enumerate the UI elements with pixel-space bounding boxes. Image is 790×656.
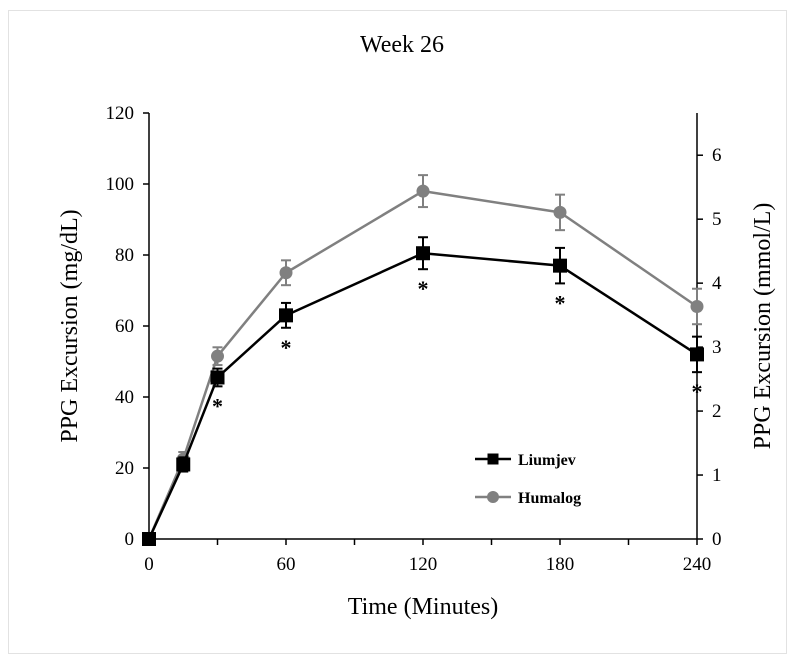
legend-label-liumjev: Liumjev bbox=[518, 452, 576, 469]
legend-marker-humalog bbox=[487, 491, 499, 503]
x-tick-label: 0 bbox=[144, 554, 154, 575]
y-tick-label-right: 6 bbox=[712, 145, 722, 166]
series-liumjev bbox=[142, 236, 704, 546]
y-tick-label-left: 40 bbox=[115, 387, 134, 408]
data-point bbox=[690, 347, 704, 362]
significance-star: * bbox=[555, 290, 566, 315]
y-tick-label-left: 120 bbox=[106, 103, 135, 124]
data-point bbox=[142, 532, 156, 546]
y-tick-label-right: 4 bbox=[712, 273, 722, 294]
x-tick-label: 180 bbox=[546, 554, 575, 575]
significance-star: * bbox=[281, 335, 292, 360]
data-point bbox=[416, 246, 430, 261]
data-point bbox=[416, 184, 430, 198]
legend-item-liumjev: Liumjev bbox=[475, 452, 576, 469]
y-tick-label-right: 2 bbox=[712, 401, 722, 422]
chart-frame bbox=[8, 10, 787, 654]
x-axis-label: Time (Minutes) bbox=[348, 594, 498, 620]
significance-star: * bbox=[418, 276, 429, 301]
x-tick-label: 120 bbox=[409, 554, 438, 575]
y-tick-label-right: 1 bbox=[712, 465, 722, 486]
y-axis-label-right: PPG Excursion (mmol/L) bbox=[750, 203, 776, 450]
data-point bbox=[690, 299, 704, 313]
y-tick-label-left: 80 bbox=[115, 245, 134, 266]
chart-title: Week 26 bbox=[360, 32, 444, 58]
data-point bbox=[211, 349, 224, 363]
legend: Liumjev Humalog bbox=[475, 452, 581, 507]
y-tick-label-left: 100 bbox=[106, 174, 135, 195]
data-point bbox=[176, 457, 191, 472]
data-point bbox=[279, 308, 293, 323]
y-tick-label-right: 5 bbox=[712, 209, 722, 230]
data-point bbox=[210, 370, 225, 385]
significance-markers: * * * * * bbox=[212, 276, 703, 418]
y-tick-label-left: 60 bbox=[115, 316, 134, 337]
data-point bbox=[553, 258, 567, 273]
x-tick-label: 240 bbox=[683, 554, 712, 575]
y-tick-label-left: 20 bbox=[115, 458, 134, 479]
y-tick-label-left: 0 bbox=[125, 529, 135, 550]
data-point bbox=[279, 266, 293, 280]
y-tick-label-right: 3 bbox=[712, 337, 722, 358]
significance-star: * bbox=[692, 379, 703, 404]
y-axis-label-left: PPG Excursion (mg/dL) bbox=[57, 209, 83, 442]
legend-item-humalog: Humalog bbox=[475, 490, 581, 507]
significance-star: * bbox=[212, 393, 223, 418]
data-point bbox=[553, 205, 567, 219]
series-layer bbox=[142, 174, 704, 546]
series-humalog bbox=[142, 174, 704, 546]
legend-label-humalog: Humalog bbox=[518, 490, 581, 507]
y-tick-label-right: 0 bbox=[712, 529, 722, 550]
legend-marker-liumjev bbox=[487, 453, 499, 465]
x-tick-label: 60 bbox=[277, 554, 296, 575]
